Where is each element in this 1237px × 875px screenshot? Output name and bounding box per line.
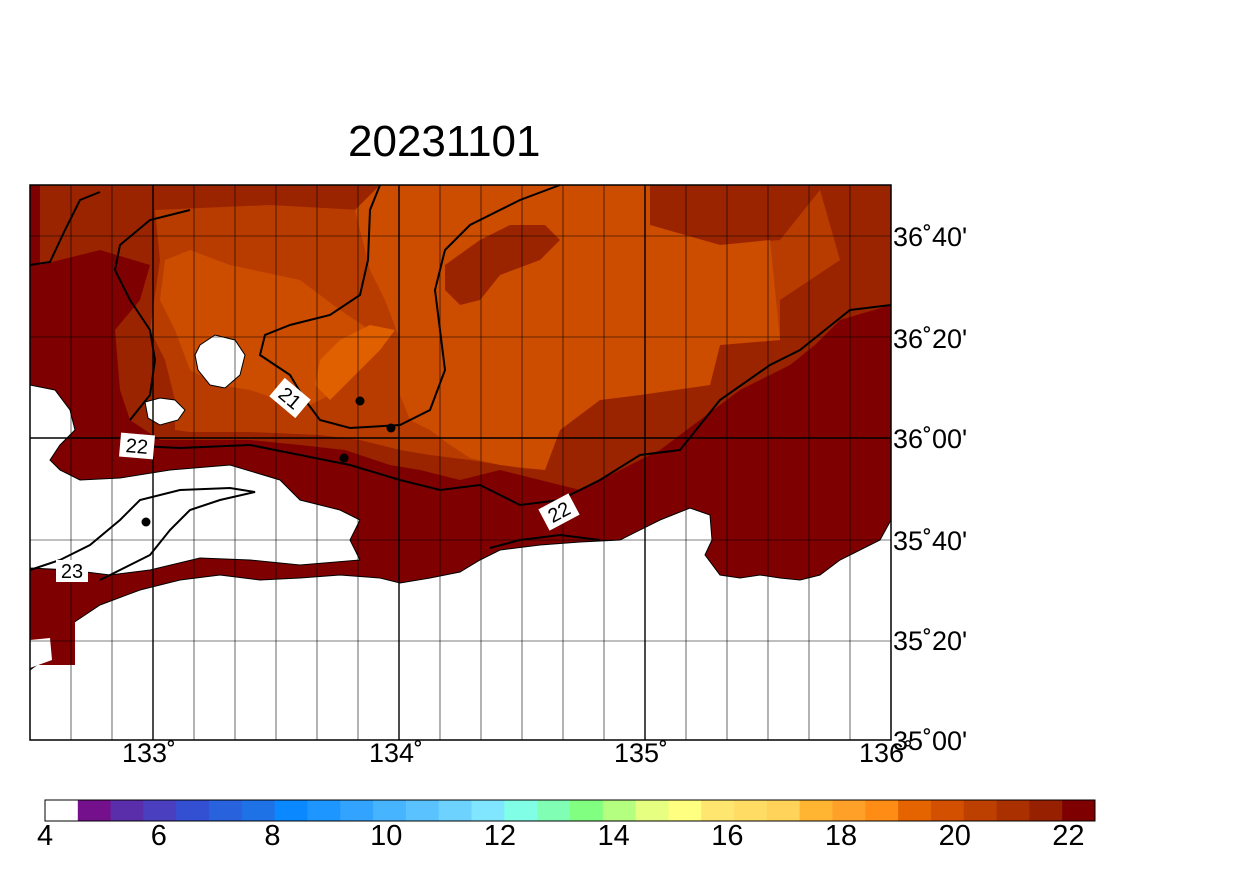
colorbar-swatch	[209, 800, 243, 821]
colorbar-swatch	[930, 800, 965, 821]
lon-label-135: 135˚	[614, 738, 669, 768]
lat-label-36-00: 36˚00'	[893, 424, 968, 454]
map-frame	[29, 184, 892, 741]
colorbar-tick-label: 8	[264, 820, 281, 852]
colorbar-tick-label: 10	[370, 820, 403, 852]
lon-label-133: 133˚	[122, 738, 177, 768]
colorbar-swatch	[734, 800, 768, 821]
colorbar-tick-label: 18	[824, 820, 858, 852]
colorbar-swatch	[438, 800, 473, 821]
colorbar-swatch	[504, 800, 538, 821]
colorbar-swatch	[405, 800, 440, 821]
contour-22-north	[29, 191, 101, 266]
lon-label-134: 134˚	[369, 738, 424, 768]
colorbar-swatch	[471, 800, 505, 821]
colorbar-tick-label: 16	[711, 820, 744, 852]
colorbar-swatch	[373, 800, 407, 821]
station-markers	[141, 396, 396, 527]
colorbar-swatch	[110, 800, 144, 821]
contour-label-22-west: 22	[119, 432, 155, 460]
lat-label-35-00: 35˚00'	[893, 726, 968, 756]
colorbar-swatch	[799, 800, 833, 821]
colorbar-swatch	[1029, 800, 1063, 821]
sst-field-18	[315, 325, 395, 400]
colorbar-swatch	[143, 800, 177, 821]
colorbar-swatch	[537, 800, 571, 821]
graticule-major	[30, 185, 891, 740]
svg-text:23: 23	[61, 561, 83, 583]
lon-label-136: 136˚	[859, 738, 914, 768]
station-marker	[355, 396, 365, 406]
colorbar-tick-label: 14	[597, 820, 630, 852]
colorbar-swatch	[45, 800, 79, 821]
contour-22-west	[113, 209, 191, 421]
contour-22-south	[489, 533, 601, 549]
colorbar-swatch	[668, 800, 702, 821]
colorbar-frame	[44, 799, 1096, 822]
lat-label-35-40: 35˚40'	[893, 526, 968, 556]
colorbar-swatch	[635, 800, 669, 821]
island-oki-dozen	[144, 397, 186, 426]
colorbar-tick-label: 12	[483, 820, 517, 852]
colorbar-tick-label: 4	[37, 820, 54, 852]
station-marker	[386, 423, 396, 433]
colorbar-swatch	[176, 800, 210, 821]
station-marker	[141, 517, 151, 527]
colorbar-swatch	[898, 800, 932, 821]
colorbar-swatch	[602, 800, 637, 821]
contour-label-23: 23	[56, 560, 88, 583]
lat-label-35-20: 35˚20'	[893, 626, 968, 656]
colorbar-swatch	[307, 800, 341, 821]
colorbar-swatch	[77, 800, 112, 821]
island-oki-dogo	[194, 334, 246, 389]
lat-label-36-40: 36˚40'	[893, 222, 968, 252]
colorbar-tick-label: 20	[938, 820, 971, 852]
colorbar-swatch	[865, 800, 899, 821]
colorbar-swatch	[963, 800, 998, 821]
colorbar-swatch	[274, 800, 308, 821]
contour-21	[258, 184, 561, 430]
colorbar-swatch	[996, 800, 1030, 821]
land-bottom-left	[30, 638, 52, 668]
station-marker	[339, 453, 349, 463]
svg-text:22: 22	[125, 435, 149, 459]
colorbar-swatch	[766, 800, 801, 821]
colorbar-swatch	[701, 800, 735, 821]
sst-field-21-patch	[445, 225, 560, 305]
colorbar-swatch	[340, 800, 374, 821]
colorbar	[44, 799, 1096, 822]
graticule	[30, 185, 891, 740]
contour-23-a	[29, 486, 256, 581]
colorbar-swatch	[570, 800, 604, 821]
colorbar-swatch	[832, 800, 866, 821]
lat-label-36-20: 36˚20'	[893, 324, 968, 354]
colorbar-tick-label: 6	[150, 820, 167, 852]
colorbar-tick-label: 22	[1052, 820, 1085, 852]
colorbar-swatch	[1062, 800, 1096, 821]
colorbar-swatch	[241, 800, 276, 821]
map-title: 20231101	[348, 117, 541, 166]
